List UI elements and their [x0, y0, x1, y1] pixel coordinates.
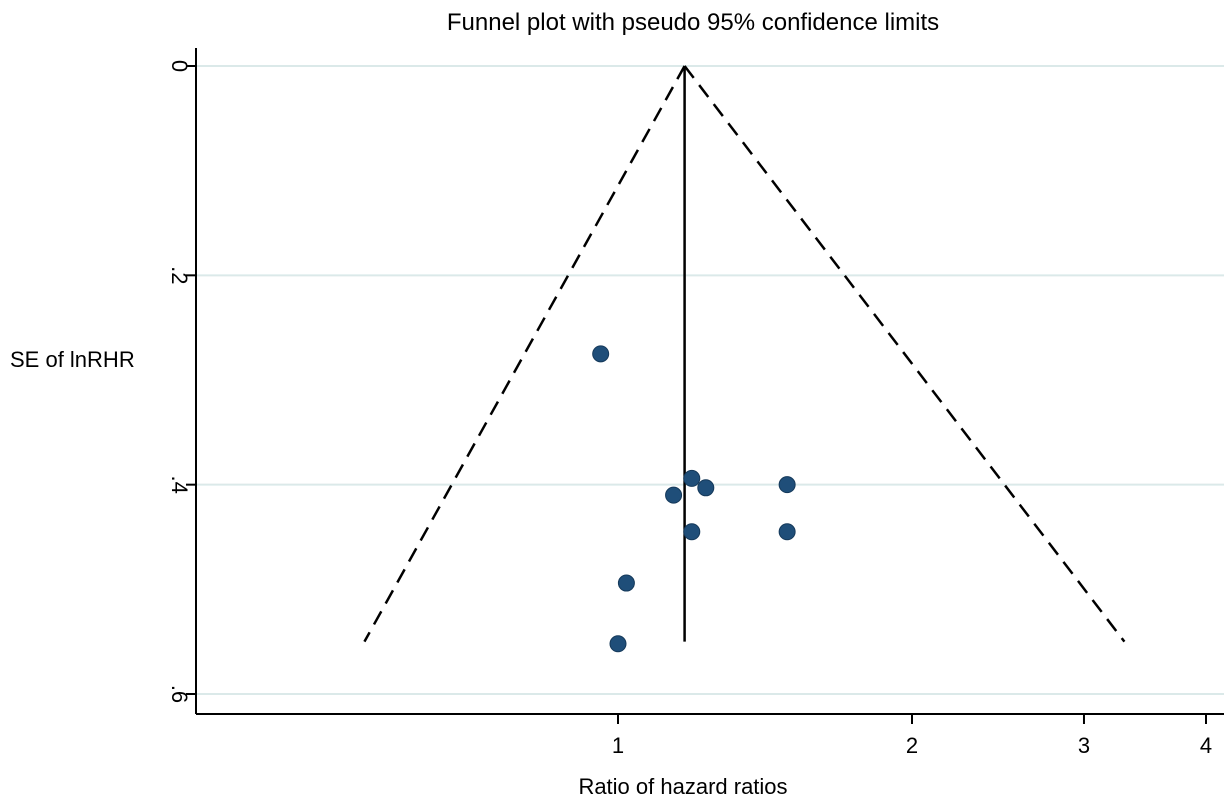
data-points [592, 345, 796, 653]
x-tick-label-1: 2 [906, 733, 918, 758]
data-point-0 [592, 345, 610, 363]
data-point-5 [683, 523, 701, 541]
data-point-7 [617, 574, 635, 592]
gridlines [196, 65, 1224, 695]
data-point-4 [778, 476, 796, 494]
x-tick-label-3: 4 [1200, 733, 1212, 758]
x-tick-label-2: 3 [1078, 733, 1090, 758]
y-tick-label-2: .4 [167, 475, 192, 493]
x-tick-label-0: 1 [612, 733, 624, 758]
y-tick-label-3: .6 [167, 685, 192, 703]
y-axis-label: SE of lnRHR [10, 347, 135, 372]
y-tick-label-1: .2 [167, 266, 192, 284]
data-point-3 [665, 486, 683, 504]
data-point-6 [778, 523, 796, 541]
lower-confidence-limit [363, 65, 686, 643]
confidence-limits [363, 65, 1126, 643]
data-point-2 [697, 479, 715, 497]
upper-confidence-limit [683, 65, 1126, 643]
x-ticks: 1 2 3 4 [612, 714, 1212, 758]
data-point-1 [683, 469, 701, 487]
x-axis-label: Ratio of hazard ratios [578, 774, 787, 799]
chart-title: Funnel plot with pseudo 95% confidence l… [447, 9, 939, 36]
y-ticks: 0 .2 .4 .6 [167, 60, 196, 703]
data-point-8 [609, 635, 627, 653]
y-tick-label-0: 0 [167, 60, 192, 72]
